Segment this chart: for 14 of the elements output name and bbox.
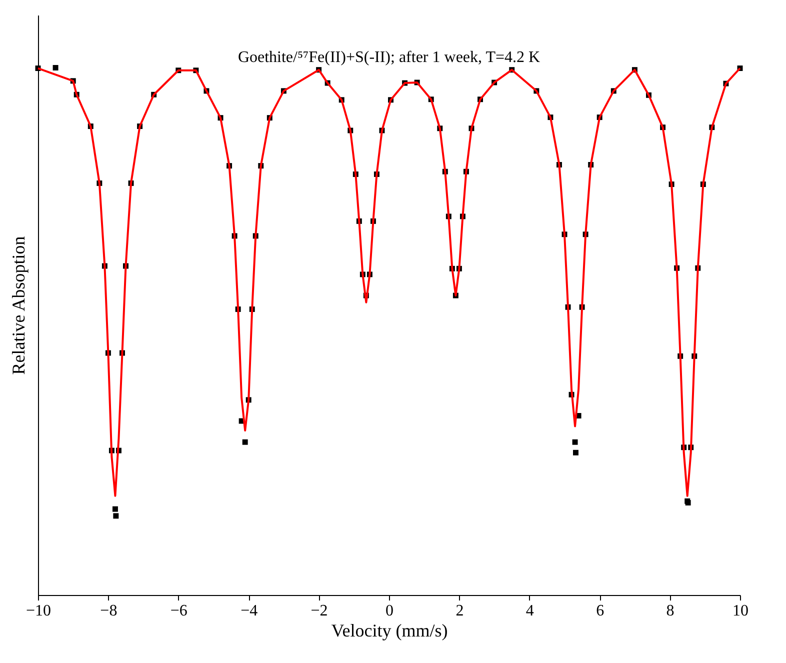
- x-tick-label: −10: [26, 602, 52, 620]
- x-tick-label: 4: [526, 602, 534, 620]
- x-tick-label: 0: [386, 602, 394, 620]
- x-tick-label: 8: [666, 602, 674, 620]
- x-tick-label: −8: [100, 602, 118, 620]
- x-tick-label: 10: [732, 602, 748, 620]
- x-tick-label: −6: [170, 602, 188, 620]
- x-axis-title: Velocity (mm/s): [331, 620, 448, 640]
- x-tick-label: −2: [310, 602, 328, 620]
- y-axis-title: Relative Absoption: [8, 236, 28, 375]
- x-tick-label: 6: [596, 602, 604, 620]
- x-tick-label: −4: [240, 602, 258, 620]
- x-tick-label: 2: [456, 602, 464, 620]
- chart-title: Goethite/⁵⁷Fe(II)+S(-II); after 1 week, T=4.2 K: [238, 49, 541, 66]
